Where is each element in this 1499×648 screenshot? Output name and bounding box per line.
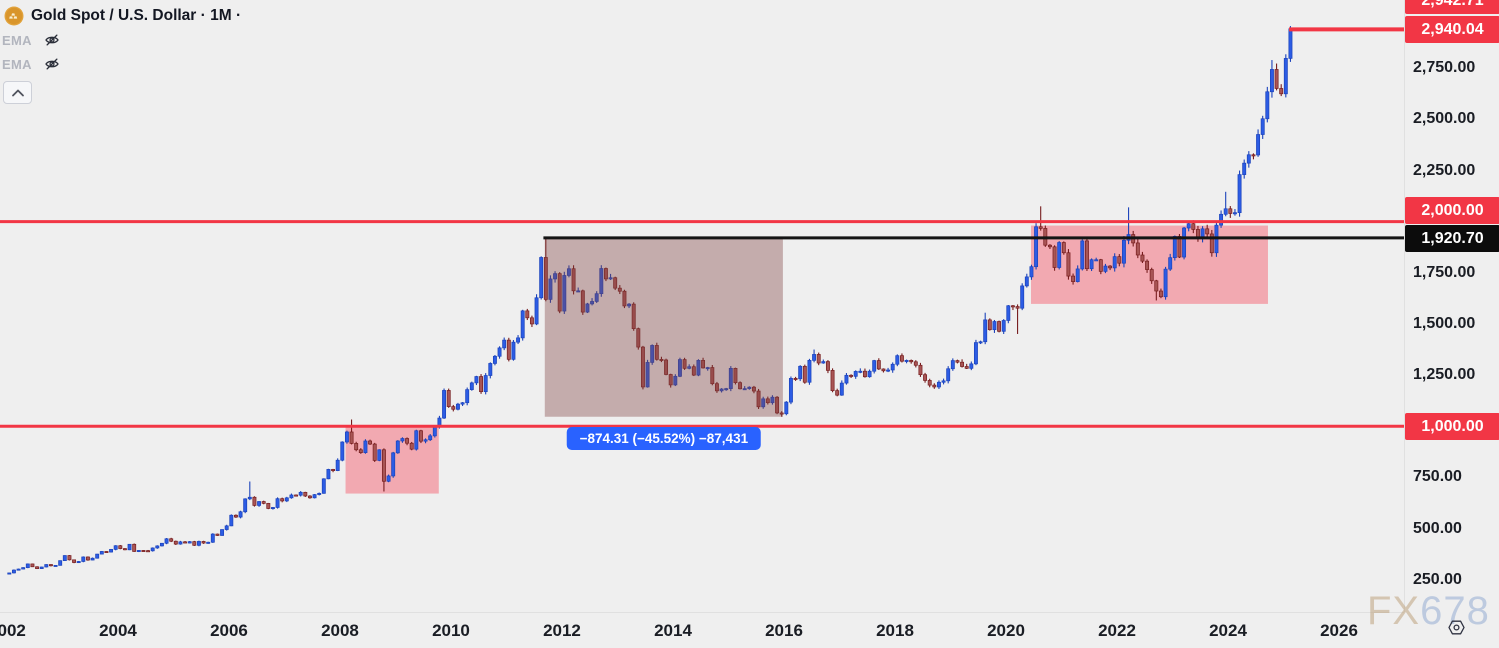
time-axis[interactable]: 2002 2004 2006 2008 2010 2012 2014 2016 2018 2020… (0, 612, 1404, 648)
symbol-title[interactable]: Gold Spot / U.S. Dollar · 1M · (31, 7, 242, 24)
chart-canvas[interactable]: −874.31 (−45.52%) −87,431 (0, 0, 1404, 612)
fx678-watermark: FX678 (1367, 591, 1490, 631)
price-tick-750: 750.00 (1413, 468, 1462, 486)
price-tick-500: 500.00 (1413, 519, 1462, 537)
chevron-up-icon (11, 88, 25, 98)
year-label-2020: 2020 (987, 620, 1025, 640)
year-label-2010: 2010 (432, 620, 470, 640)
axis-settings-gear-icon[interactable] (1447, 618, 1466, 642)
price-axis[interactable]: 2,750.00 2,500.00 2,250.00 1,750.00 1,500.00… (1404, 0, 1499, 612)
price-tick-250: 250.00 (1413, 570, 1462, 588)
collapse-legend-button[interactable] (3, 81, 32, 104)
year-label-2012: 2012 (543, 620, 581, 640)
year-label-2014: 2014 (654, 620, 692, 640)
ema-indicator-label[interactable]: EMA (2, 56, 32, 72)
zone-2011-2015-range[interactable] (544, 237, 783, 417)
price-badge-2942.71: 2,942.71 (1405, 0, 1499, 15)
price-badge-1000.00: 1,000.00 (1405, 412, 1499, 440)
indicator-row-ema-1: EMA (0, 28, 241, 52)
price-badge-2000.00: 2,000.00 (1405, 196, 1499, 224)
year-label-2024: 2024 (1209, 620, 1247, 640)
year-label-2018: 2018 (876, 620, 914, 640)
candlestick-chart[interactable] (0, 0, 1404, 612)
eye-off-icon[interactable] (43, 55, 61, 73)
watermark-part1: FX (1367, 589, 1421, 633)
price-badge-1920.70: 1,920.70 (1405, 224, 1499, 252)
price-tick-1500: 1,500.00 (1413, 314, 1476, 332)
eye-off-icon[interactable] (43, 31, 61, 49)
watermark-part2: 678 (1420, 589, 1490, 633)
price-tick-2750: 2,750.00 (1413, 59, 1476, 77)
year-label-2016: 2016 (765, 620, 803, 640)
year-label-2002: 2002 (0, 620, 26, 640)
price-tick-2500: 2,500.00 (1413, 110, 1476, 128)
year-label-2008: 2008 (321, 620, 359, 640)
year-label-2022: 2022 (1098, 620, 1136, 640)
price-tick-1750: 1,750.00 (1413, 263, 1476, 281)
ema-indicator-label[interactable]: EMA (2, 32, 32, 48)
gold-coin-icon (4, 6, 24, 26)
indicator-row-ema-2: EMA (0, 52, 241, 76)
year-label-2026: 2026 (1320, 620, 1358, 640)
measure-tool-label: −874.31 (−45.52%) −87,431 (566, 426, 762, 450)
price-tick-1250: 1,250.00 (1413, 366, 1476, 384)
year-label-2006: 2006 (210, 620, 248, 640)
price-badge-2940.04: 2,940.04 (1405, 15, 1499, 43)
year-label-2004: 2004 (99, 620, 137, 640)
chart-legend: Gold Spot / U.S. Dollar · 1M · EMA EMA (0, 0, 241, 104)
symbol-row[interactable]: Gold Spot / U.S. Dollar · 1M · (0, 0, 241, 28)
price-tick-2250: 2,250.00 (1413, 161, 1476, 179)
